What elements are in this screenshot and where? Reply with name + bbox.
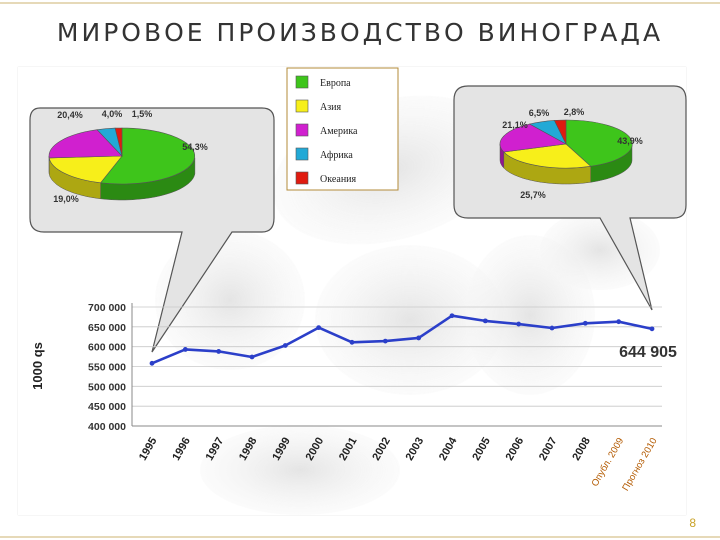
data-point (582, 320, 588, 326)
data-point (149, 360, 155, 366)
legend-label: Африка (320, 150, 353, 161)
pie-slice (503, 143, 592, 169)
pie-data-label: 25,7% (520, 190, 546, 200)
y-tick-label: 650 000 (88, 322, 126, 334)
y-tick-label: 550 000 (88, 362, 126, 374)
data-point (482, 318, 488, 324)
data-point (516, 321, 522, 327)
x-tick-label: Прогноз 2010 (620, 436, 659, 493)
x-tick-label: 1995 (137, 436, 160, 463)
slide-title: МИРОВОЕ ПРОИЗВОДСТВО ВИНОГРАДА (56, 18, 664, 47)
y-tick-label: 500 000 (88, 381, 126, 393)
series-line (151, 314, 653, 365)
x-tick-label: 2006 (504, 436, 527, 463)
pie-slice (553, 119, 567, 145)
pie-data-label: 21,1% (502, 120, 528, 130)
pie-data-label: 54,3% (182, 142, 208, 152)
legend-swatch (295, 147, 309, 161)
x-tick-label: 2005 (470, 436, 493, 463)
data-point (216, 349, 222, 354)
y-tick-label: 600 000 (88, 342, 126, 354)
pie-data-label: 20,4% (57, 110, 83, 120)
pie-slice (499, 123, 567, 153)
y-tick-label: 450 000 (88, 401, 126, 413)
data-point (282, 343, 288, 348)
legend-label: Европа (320, 78, 351, 89)
data-point (382, 338, 388, 344)
x-tick-label: 2003 (404, 436, 427, 463)
data-point (249, 354, 255, 360)
pie-data-label: 1,5% (132, 109, 153, 119)
pie-data-label: 4,0% (102, 109, 123, 119)
data-point (616, 319, 622, 325)
final-value-annotation: 644 905 (619, 344, 677, 361)
pie-chart-1995: 54,3% 19,0% 20,4% 4,0% 1,5% (48, 109, 208, 204)
y-axis-label: 1000 qs (30, 342, 45, 390)
pie-slice (565, 119, 633, 167)
legend-label: Азия (320, 102, 342, 113)
x-tick-label: 2004 (437, 435, 460, 463)
data-point (349, 339, 355, 345)
pie-chart-2010: 43,9% 25,7% 21,1%6,5% 2,8% (499, 107, 643, 200)
data-point (182, 347, 188, 352)
pie-data-label: 43,9% (617, 136, 643, 146)
legend-swatch (295, 99, 309, 113)
top-border (0, 2, 720, 4)
bottom-border (0, 536, 720, 538)
pie-data-label: 19,0% (53, 194, 79, 204)
data-point (649, 326, 655, 332)
pie-data-label: 2,8% (564, 107, 585, 117)
data-point (549, 325, 555, 331)
y-tick-label: 400 000 (88, 421, 126, 433)
x-tick-label: 1996 (170, 436, 193, 463)
legend-label: Америка (320, 126, 358, 137)
legend-label: Океания (320, 174, 357, 185)
legend-swatch (295, 123, 309, 137)
x-tick-label: 2008 (570, 436, 593, 463)
data-point (449, 313, 455, 319)
pie-slice (48, 155, 123, 184)
legend-swatch (295, 171, 309, 185)
y-tick-label: 700 000 (88, 302, 126, 314)
x-tick-label: 2007 (537, 436, 560, 463)
legend-swatch (295, 75, 309, 89)
x-tick-label: Опубл. 2009 (590, 436, 627, 489)
data-point (416, 335, 422, 341)
page-number: 8 (689, 516, 696, 530)
pie-slice (100, 127, 195, 185)
data-point (316, 325, 322, 331)
legend: Европа Азия Америка Африка Океания (286, 67, 399, 191)
pie-data-label: 6,5% (529, 108, 550, 118)
pie-slice (114, 127, 123, 157)
